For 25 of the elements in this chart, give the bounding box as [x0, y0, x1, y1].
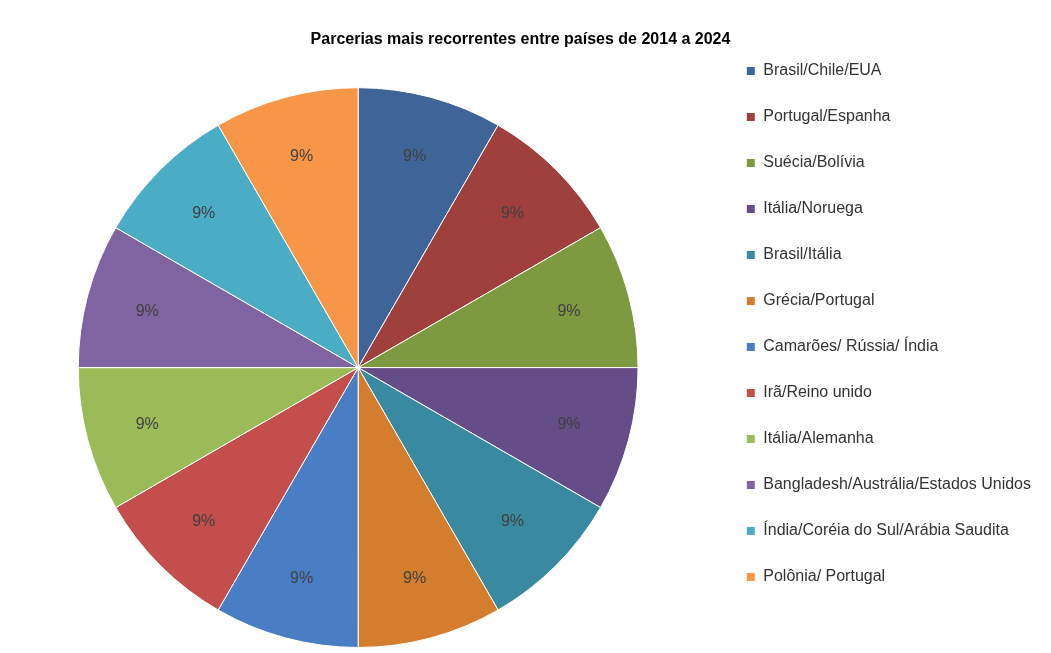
- legend-label: Polônia/ Portugal: [763, 567, 886, 585]
- data-label: 9%: [403, 568, 427, 586]
- data-label: 9%: [403, 147, 427, 165]
- data-label: 9%: [557, 301, 581, 319]
- data-label: 9%: [192, 512, 216, 530]
- legend-label: Portugal/Espanha: [763, 107, 891, 125]
- legend-label: Brasil/Itália: [763, 245, 842, 263]
- legend-label: Camarões/ Rússia/ Índia: [763, 336, 939, 355]
- data-label: 9%: [135, 414, 159, 432]
- legend-label: Brasil/Chile/EUA: [763, 61, 882, 79]
- legend-label: Grécia/Portugal: [763, 291, 875, 309]
- legend-label: Irã/Reino unido: [763, 383, 872, 401]
- legend-label: Itália/Noruega: [763, 199, 863, 217]
- data-label: 9%: [135, 301, 159, 319]
- data-label: 9%: [290, 147, 314, 165]
- data-label: 9%: [500, 203, 525, 221]
- data-label: 9%: [290, 568, 314, 586]
- data-label: 9%: [557, 414, 581, 432]
- legend-label: Bangladesh/Austrália/Estados Unidos: [763, 475, 1031, 493]
- legend-label: Índia/Coréia do Sul/Arábia Saudita: [763, 520, 1009, 539]
- data-label: 9%: [500, 512, 525, 530]
- data-label: 9%: [192, 203, 216, 221]
- legend-label: Suécia/Bolívia: [763, 153, 865, 171]
- chart-title: Parcerias mais recorrentes entre países de 2014 a 2024: [310, 30, 731, 48]
- legend-label: Itália/Alemanha: [763, 429, 874, 447]
